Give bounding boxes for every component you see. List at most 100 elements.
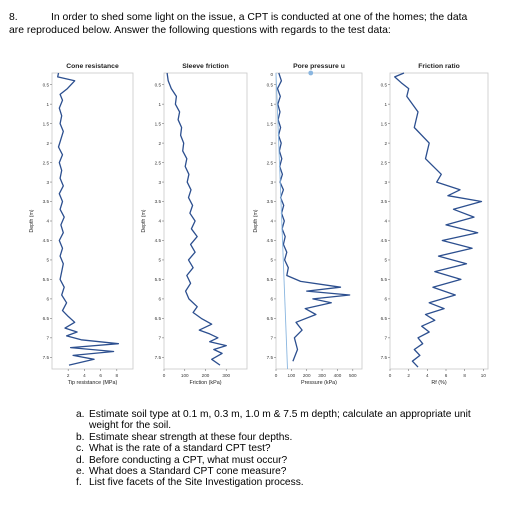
depth-tick-label: 2.5 bbox=[155, 160, 162, 165]
depth-tick-label: 1.5 bbox=[381, 121, 388, 126]
depth-tick-label: 7 bbox=[158, 336, 161, 341]
question-b-text: Estimate shear strength at these four de… bbox=[89, 431, 293, 443]
x-tick-label: 6 bbox=[99, 373, 102, 378]
data-line bbox=[166, 72, 227, 366]
depth-tick-label: 7 bbox=[270, 336, 273, 341]
depth-tick-label: 4.5 bbox=[43, 238, 50, 243]
depth-tick-label: 7.5 bbox=[43, 355, 50, 360]
question-number: 8. bbox=[9, 12, 18, 23]
depth-tick-label: 7 bbox=[384, 336, 387, 341]
depth-tick-label: 4 bbox=[46, 219, 49, 224]
panel-title: Cone resistance bbox=[66, 63, 119, 70]
x-tick-label: 4 bbox=[426, 373, 429, 378]
depth-tick-label: 5.5 bbox=[155, 277, 162, 282]
depth-tick-label: 6 bbox=[158, 297, 161, 302]
depth-axis-label: Depth (m) bbox=[141, 209, 147, 232]
depth-axis-label: Depth (m) bbox=[253, 209, 259, 232]
panel-frame bbox=[389, 72, 489, 370]
panel-frame bbox=[275, 72, 363, 370]
depth-tick-label: 6 bbox=[46, 297, 49, 302]
depth-tick-label: 5.5 bbox=[381, 277, 388, 282]
panel-frame bbox=[51, 72, 134, 370]
depth-tick-label: 1 bbox=[46, 102, 49, 107]
question-e-text: What does a Standard CPT cone measure? bbox=[89, 466, 287, 478]
question-f-text: List five facets of the Site Investigati… bbox=[89, 477, 304, 489]
depth-tick-label: 2 bbox=[270, 141, 273, 146]
question-a-line-2: weight for the soil. bbox=[89, 420, 172, 432]
x-tick-label: 2 bbox=[67, 373, 70, 378]
x-tick-label: 300 bbox=[318, 373, 326, 378]
question-b: b. Estimate shear strength at these four… bbox=[76, 432, 471, 443]
intro-line-2: are reproduced below. Answer the followi… bbox=[9, 25, 391, 36]
question-c-label: c. bbox=[76, 443, 84, 455]
depth-tick-label: 3 bbox=[46, 180, 49, 185]
question-a-label: a. bbox=[76, 409, 85, 420]
depth-tick-label: 1.5 bbox=[267, 121, 274, 126]
data-line bbox=[276, 72, 351, 362]
panel-title: Sleeve friction bbox=[182, 63, 228, 70]
question-list: a. Estimate soil type at 0.1 m, 0.3 m, 1… bbox=[76, 409, 471, 489]
x-tick-label: 400 bbox=[334, 373, 342, 378]
x-tick-label: 8 bbox=[116, 373, 119, 378]
depth-tick-label: 4 bbox=[384, 219, 387, 224]
depth-tick-label: 4.5 bbox=[155, 238, 162, 243]
depth-tick-label: 7 bbox=[46, 336, 49, 341]
panel-1: Cone resistance 0.5 1 1.5 2 2.5 3 3.5 4 4.5 5 5.5 6 6… bbox=[29, 63, 134, 386]
depth-tick-label: 0.5 bbox=[267, 82, 274, 87]
depth-tick-label: 4.5 bbox=[267, 238, 274, 243]
x-tick-label: 2 bbox=[407, 373, 410, 378]
panel-title: Pore pressure u bbox=[293, 63, 345, 70]
depth-tick-label: 3 bbox=[270, 180, 273, 185]
x-axis-label: Friction (kPa) bbox=[189, 380, 221, 386]
depth-tick-label: 6.5 bbox=[155, 316, 162, 321]
question-c: c. What is the rate of a standard CPT te… bbox=[76, 443, 471, 454]
x-tick-label: 6 bbox=[445, 373, 448, 378]
intro-line-1: In order to shed some light on the issue… bbox=[51, 12, 468, 23]
depth-tick-label: 6.5 bbox=[381, 316, 388, 321]
depth-tick-label: 2 bbox=[384, 141, 387, 146]
depth-tick-label: 0.5 bbox=[381, 82, 388, 87]
depth-tick-label: 2.5 bbox=[43, 160, 50, 165]
x-axis-label: Rf (%) bbox=[431, 380, 446, 386]
depth-tick-label: 2 bbox=[158, 141, 161, 146]
depth-tick-label: 2 bbox=[46, 141, 49, 146]
data-line bbox=[394, 72, 483, 368]
depth-tick-label: 1 bbox=[384, 102, 387, 107]
x-axis-label: Pressure (kPa) bbox=[301, 380, 337, 386]
question-f-label: f. bbox=[76, 477, 82, 489]
depth-axis-label: Depth (m) bbox=[29, 209, 35, 232]
depth-tick-label: 3.5 bbox=[155, 199, 162, 204]
panel-2: Sleeve friction 0.5 1 1.5 2 2.5 3 3.5 4 4.5 5 5.5 6 6… bbox=[141, 63, 248, 386]
depth-tick-label: 5 bbox=[384, 258, 387, 263]
depth-tick-label: 5 bbox=[270, 258, 273, 263]
question-d-text: Before conducting a CPT, what must occur… bbox=[89, 454, 288, 466]
depth-tick-label: 6.5 bbox=[267, 316, 274, 321]
depth-tick-label: 4 bbox=[158, 219, 161, 224]
cpt-figure: Cone resistance 0.5 1 1.5 2 2.5 3 3.5 4 4.5 5 5.5 6 6… bbox=[29, 63, 489, 386]
panel-4: Friction ratio 0.5 1 1.5 2 2.5 3 3.5 4 4.5 5 5.5 6 6.… bbox=[381, 63, 489, 386]
depth-tick-label: 1.5 bbox=[43, 121, 50, 126]
pore-pressure-marker bbox=[308, 70, 314, 76]
x-tick-label: 0 bbox=[163, 373, 166, 378]
x-tick-label: 100 bbox=[288, 373, 296, 378]
panel-title: Friction ratio bbox=[418, 63, 460, 70]
depth-tick-label: 7.5 bbox=[381, 355, 388, 360]
depth-tick-label: 0.5 bbox=[155, 82, 162, 87]
depth-tick-label: 3 bbox=[158, 180, 161, 185]
panel-frame bbox=[163, 72, 248, 370]
question-a: a. Estimate soil type at 0.1 m, 0.3 m, 1… bbox=[76, 409, 471, 432]
depth-tick-label: 1.5 bbox=[155, 121, 162, 126]
x-tick-label: 300 bbox=[222, 373, 230, 378]
depth-tick-label: 5 bbox=[46, 258, 49, 263]
depth-tick-label: 2.5 bbox=[381, 160, 388, 165]
depth-tick-label: 5 bbox=[158, 258, 161, 263]
depth-tick-label: 1 bbox=[158, 102, 161, 107]
x-tick-label: 8 bbox=[463, 373, 466, 378]
question-b-label: b. bbox=[76, 431, 85, 443]
depth-tick-label: 5.5 bbox=[43, 277, 50, 282]
x-tick-label: 0 bbox=[389, 373, 392, 378]
depth-tick-label: 4 bbox=[270, 219, 273, 224]
reference-line bbox=[275, 72, 288, 370]
question-d: d. Before conducting a CPT, what must oc… bbox=[76, 455, 471, 466]
